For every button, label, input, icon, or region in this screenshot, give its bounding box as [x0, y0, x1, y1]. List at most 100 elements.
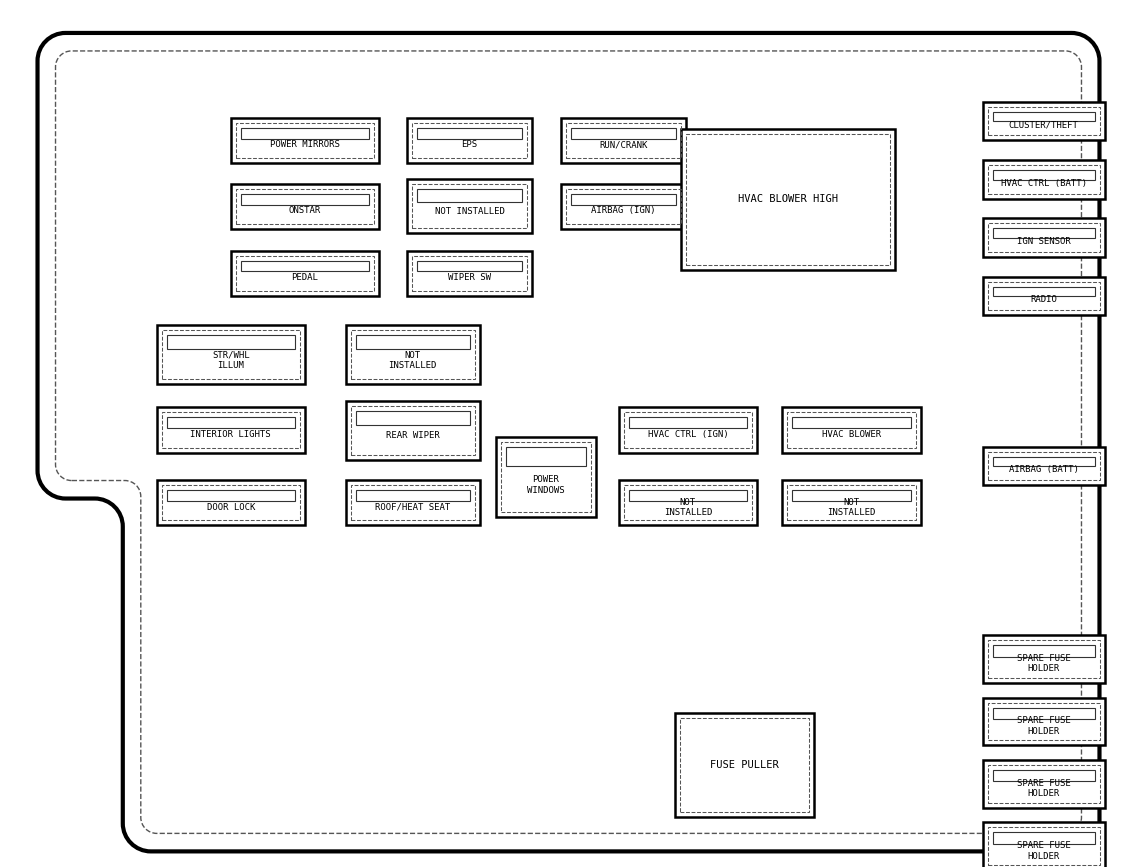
- Bar: [356, 411, 470, 425]
- Bar: [235, 189, 374, 224]
- Text: HVAC BLOWER HIGH: HVAC BLOWER HIGH: [738, 194, 838, 205]
- Text: SPARE FUSE
HOLDER: SPARE FUSE HOLDER: [1016, 716, 1071, 736]
- Bar: [982, 697, 1104, 745]
- Bar: [982, 218, 1104, 257]
- Text: INTERIOR LIGHTS: INTERIOR LIGHTS: [191, 430, 271, 439]
- Bar: [241, 194, 368, 205]
- Bar: [680, 718, 810, 812]
- Bar: [787, 413, 916, 447]
- Bar: [993, 113, 1095, 121]
- Text: HVAC BLOWER: HVAC BLOWER: [822, 430, 881, 439]
- Text: AIRBAG (IGN): AIRBAG (IGN): [591, 206, 655, 215]
- Bar: [167, 491, 294, 501]
- Text: AIRBAG (BATT): AIRBAG (BATT): [1009, 465, 1079, 474]
- Bar: [157, 480, 305, 525]
- Bar: [565, 189, 681, 224]
- Text: SPARE FUSE
HOLDER: SPARE FUSE HOLDER: [1016, 779, 1071, 799]
- Bar: [675, 713, 814, 817]
- Text: NOT INSTALLED: NOT INSTALLED: [434, 207, 505, 216]
- Bar: [982, 759, 1104, 808]
- Bar: [412, 123, 528, 158]
- Bar: [988, 282, 1099, 310]
- Bar: [988, 452, 1099, 479]
- Bar: [792, 418, 911, 428]
- Bar: [157, 325, 305, 384]
- Bar: [356, 336, 470, 349]
- Text: NOT
INSTALLED: NOT INSTALLED: [828, 498, 875, 517]
- Text: NOT
INSTALLED: NOT INSTALLED: [389, 351, 437, 370]
- Bar: [346, 325, 480, 384]
- Bar: [988, 166, 1099, 193]
- Bar: [167, 336, 294, 349]
- Bar: [241, 128, 368, 139]
- Text: PEDAL: PEDAL: [291, 273, 318, 282]
- Bar: [982, 822, 1104, 867]
- Bar: [619, 407, 757, 453]
- Text: STR/WHL
ILLUM: STR/WHL ILLUM: [211, 351, 250, 370]
- Bar: [982, 447, 1104, 485]
- Bar: [417, 261, 522, 271]
- Bar: [988, 108, 1099, 135]
- Bar: [993, 645, 1095, 656]
- Text: IGN SENSOR: IGN SENSOR: [1016, 237, 1071, 246]
- Bar: [350, 330, 475, 379]
- Bar: [982, 102, 1104, 140]
- Bar: [623, 486, 753, 520]
- Bar: [988, 640, 1099, 678]
- Bar: [982, 277, 1104, 315]
- Bar: [982, 160, 1104, 199]
- Bar: [993, 287, 1095, 296]
- Bar: [412, 256, 528, 290]
- Bar: [571, 194, 675, 205]
- Bar: [629, 491, 747, 501]
- Bar: [356, 491, 470, 501]
- Bar: [506, 447, 586, 466]
- Bar: [988, 224, 1099, 251]
- Bar: [988, 827, 1099, 865]
- Bar: [231, 184, 379, 229]
- Bar: [993, 770, 1095, 781]
- Bar: [561, 184, 686, 229]
- Bar: [500, 442, 591, 512]
- Bar: [235, 123, 374, 158]
- Bar: [988, 702, 1099, 740]
- Bar: [407, 118, 532, 163]
- Bar: [157, 407, 305, 453]
- Text: EPS: EPS: [462, 140, 478, 149]
- PathPatch shape: [56, 51, 1081, 833]
- Bar: [982, 635, 1104, 683]
- Text: HVAC CTRL (IGN): HVAC CTRL (IGN): [648, 430, 728, 439]
- Text: SPARE FUSE
HOLDER: SPARE FUSE HOLDER: [1016, 841, 1071, 861]
- Bar: [161, 330, 300, 379]
- Text: ROOF/HEAT SEAT: ROOF/HEAT SEAT: [375, 503, 450, 512]
- Text: RUN/CRANK: RUN/CRANK: [599, 140, 647, 149]
- Text: RADIO: RADIO: [1030, 295, 1057, 304]
- Bar: [161, 486, 300, 520]
- Bar: [241, 261, 368, 271]
- Bar: [407, 179, 532, 233]
- Bar: [161, 413, 300, 447]
- Text: ONSTAR: ONSTAR: [289, 206, 321, 215]
- Bar: [167, 418, 294, 428]
- Bar: [407, 251, 532, 296]
- Bar: [565, 123, 681, 158]
- Bar: [993, 457, 1095, 466]
- Bar: [412, 185, 528, 228]
- Bar: [686, 134, 890, 264]
- Bar: [993, 707, 1095, 719]
- Text: POWER
WINDOWS: POWER WINDOWS: [526, 475, 565, 494]
- Bar: [623, 413, 753, 447]
- Text: CLUSTER/THEFT: CLUSTER/THEFT: [1009, 121, 1079, 130]
- Bar: [346, 401, 480, 460]
- Bar: [681, 129, 895, 270]
- Bar: [619, 480, 757, 525]
- Bar: [350, 406, 475, 454]
- Bar: [561, 118, 686, 163]
- Bar: [993, 171, 1095, 179]
- Bar: [496, 437, 596, 517]
- Text: FUSE PULLER: FUSE PULLER: [711, 759, 779, 770]
- Bar: [571, 128, 675, 139]
- Bar: [231, 251, 379, 296]
- Bar: [629, 418, 747, 428]
- Bar: [993, 229, 1095, 238]
